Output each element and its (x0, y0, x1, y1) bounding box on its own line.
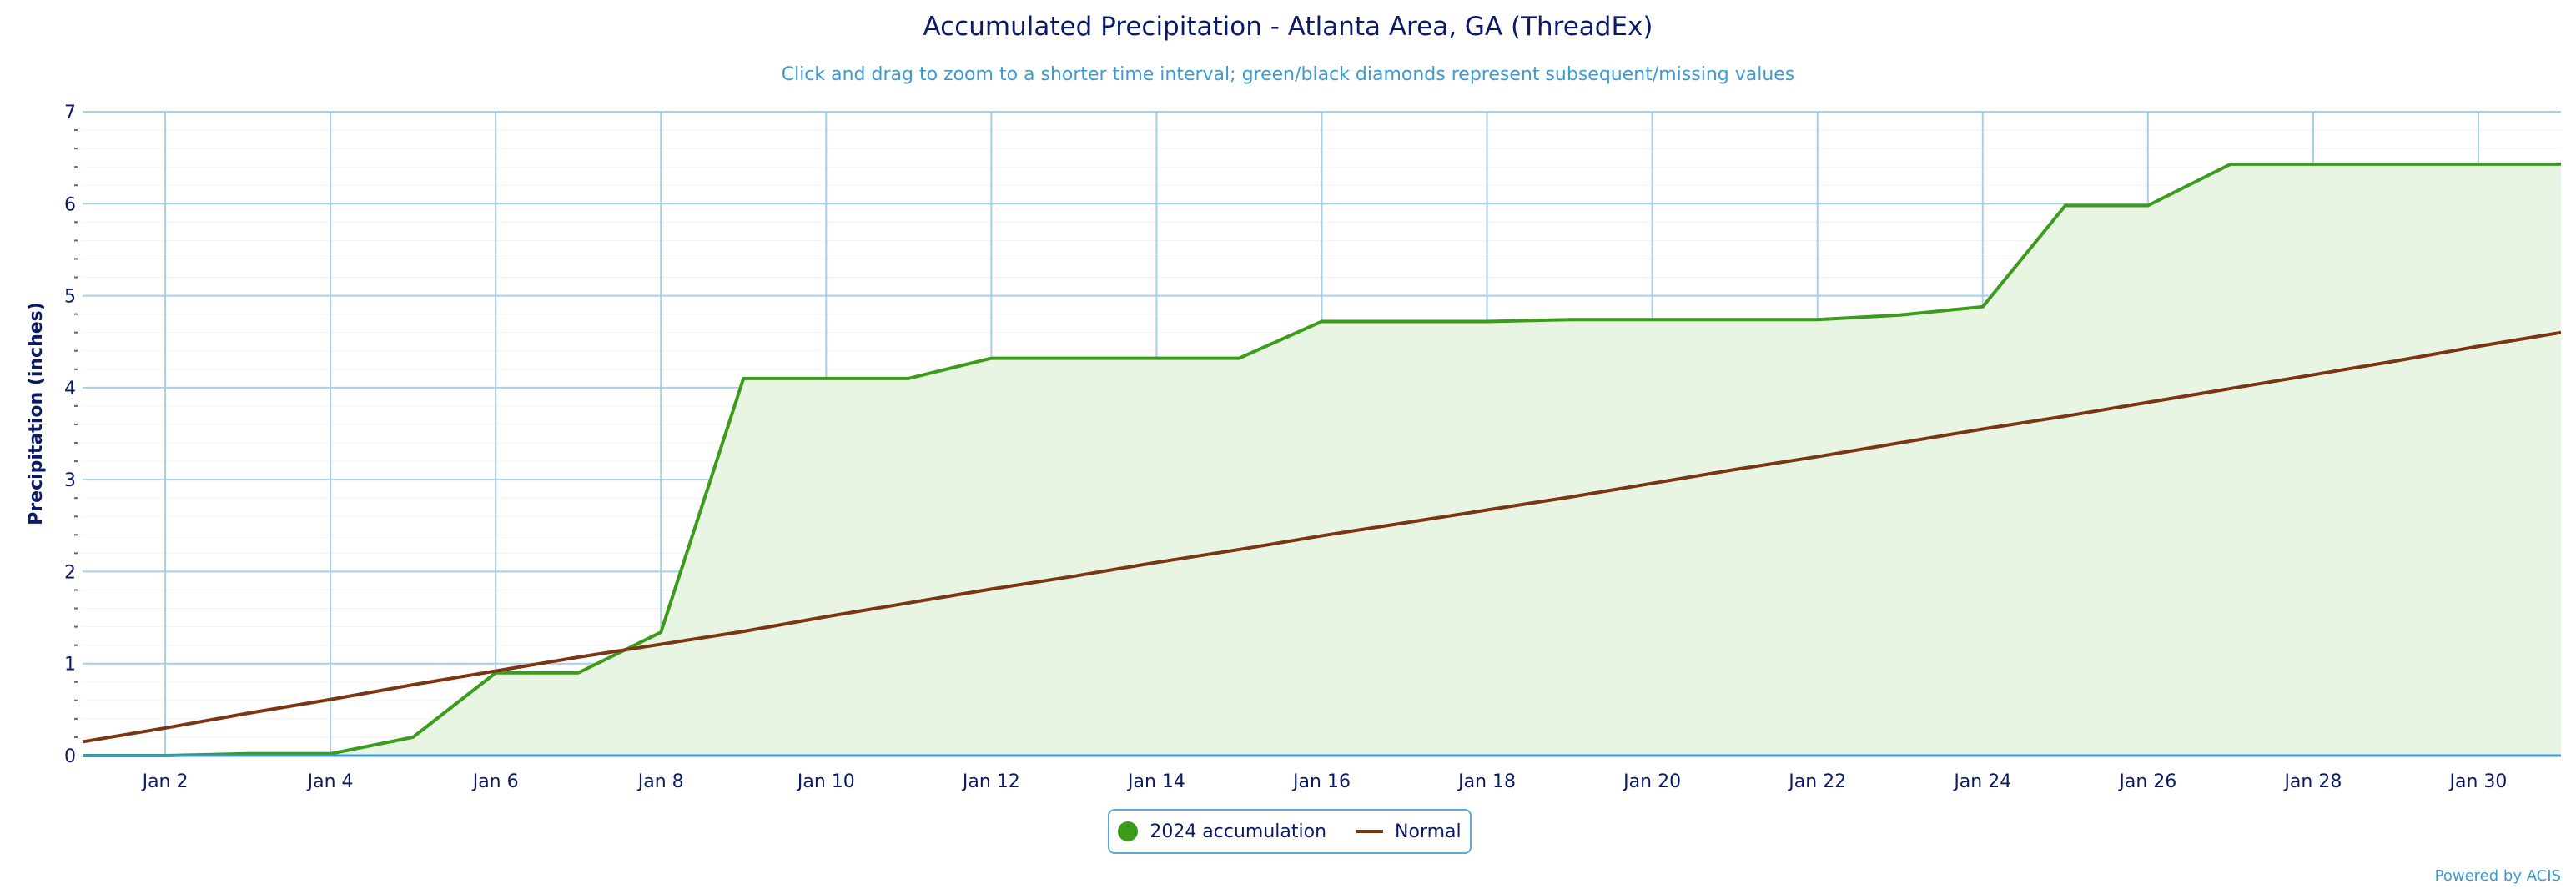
x-tick-label: Jan 10 (796, 771, 855, 792)
legend-marker-normal (1356, 830, 1384, 833)
y-tick-label: 0 (64, 746, 76, 767)
y-axis-label: Precipitation (inches) (26, 302, 47, 525)
x-tick-label: Jan 14 (1126, 771, 1185, 792)
chart-title: Accumulated Precipitation - Atlanta Area… (923, 12, 1653, 42)
y-tick-label: 5 (64, 287, 76, 308)
x-tick-label: Jan 12 (961, 771, 1020, 792)
x-tick-label: Jan 16 (1291, 771, 1351, 792)
x-tick-label: Jan 8 (636, 771, 684, 792)
credit-link[interactable]: Powered by ACIS (2434, 867, 2561, 885)
x-tick-label: Jan 24 (1952, 771, 2011, 792)
x-tick-label: Jan 30 (2448, 771, 2508, 792)
x-tick-label: Jan 28 (2282, 771, 2342, 792)
x-tick-label: Jan 4 (306, 771, 354, 792)
x-tick-label: Jan 26 (2117, 771, 2176, 792)
plot-area[interactable]: Jan 2 Jan 4 Jan 6 Jan 8 Jan 10 Jan 12 Jan 14 Ja… (64, 103, 2562, 792)
x-tick-label: Jan 22 (1787, 771, 1846, 792)
y-tick-label: 2 (64, 562, 76, 583)
y-tick-label: 1 (64, 655, 76, 676)
normal-line (82, 330, 2562, 744)
x-tick-label: Jan 18 (1457, 771, 1516, 792)
x-tick-label: Jan 6 (471, 771, 519, 792)
legend-marker-accumulation (1118, 821, 1139, 841)
accumulation-line (83, 162, 2561, 757)
y-tick-label: 7 (64, 103, 76, 123)
legend-item-accumulation[interactable]: 2024 accumulation (1118, 821, 1326, 842)
chart-subtitle: Click and drag to zoom to a shorter time… (782, 64, 1795, 85)
y-tick-label: 3 (64, 470, 76, 491)
legend: 2024 accumulation Normal (1108, 809, 1472, 854)
x-tick-label: Jan 2 (141, 771, 189, 792)
y-tick-label: 4 (64, 379, 76, 399)
x-tick-label: Jan 20 (1622, 771, 1681, 792)
legend-label-normal: Normal (1395, 821, 1462, 842)
legend-item-normal[interactable]: Normal (1356, 821, 1462, 842)
y-tick-label: 6 (64, 194, 76, 215)
legend-label-accumulation: 2024 accumulation (1150, 821, 1327, 842)
